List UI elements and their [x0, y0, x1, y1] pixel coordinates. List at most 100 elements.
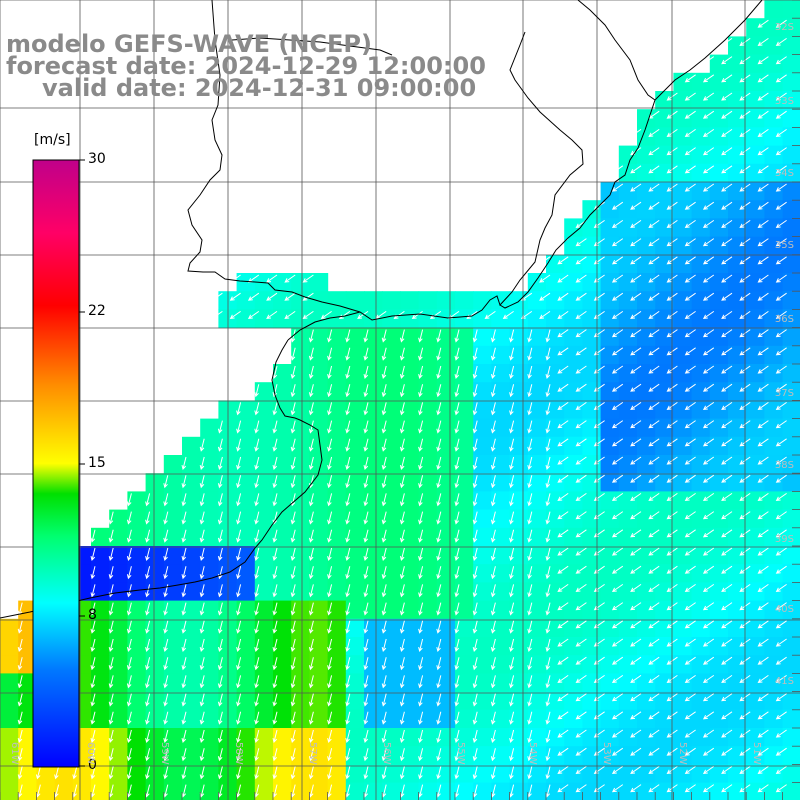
- wind-cell: [145, 764, 165, 784]
- wind-arrow: [702, 128, 715, 137]
- wind-cell: [418, 436, 438, 456]
- wind-arrow: [163, 566, 169, 580]
- wind-cell: [400, 455, 420, 474]
- wind-cell: [655, 655, 674, 674]
- wind-arrow: [630, 529, 642, 538]
- wind-arrow: [490, 729, 496, 744]
- wind-cell: [91, 546, 110, 565]
- wind-cell: [473, 600, 492, 620]
- wind-cell: [473, 309, 492, 329]
- wind-cell: [327, 618, 347, 638]
- wind-arrow: [418, 420, 424, 434]
- wind-cell: [327, 637, 347, 656]
- wind-arrow: [454, 329, 460, 343]
- wind-cell: [291, 309, 310, 329]
- wind-arrow: [472, 402, 478, 416]
- wind-arrow: [363, 693, 369, 707]
- wind-cell: [455, 564, 474, 583]
- wind-cell: [254, 782, 274, 800]
- wind-cell: [527, 782, 547, 800]
- wind-cell: [618, 637, 638, 656]
- wind-arrow: [630, 620, 642, 629]
- wind-arrow: [399, 547, 405, 562]
- wind-cell: [291, 527, 310, 547]
- lat-label: 35S: [774, 240, 794, 251]
- wind-cell: [709, 400, 729, 420]
- wind-arrow: [236, 402, 242, 416]
- wind-cell: [473, 527, 492, 547]
- wind-arrow: [302, 274, 314, 283]
- wind-cell: [273, 782, 292, 800]
- wind-cell: [345, 673, 365, 693]
- wind-arrow: [575, 274, 587, 283]
- wind-arrow: [254, 711, 260, 725]
- lon-label: 52W: [677, 742, 688, 765]
- wind-arrow: [702, 292, 715, 301]
- wind-cell: [400, 473, 420, 492]
- wind-cell: [655, 637, 674, 656]
- wind-cell: [455, 527, 474, 547]
- wind-cell: [728, 418, 747, 438]
- wind-cell: [600, 691, 620, 711]
- wind-arrow: [666, 347, 678, 356]
- wind-arrow: [502, 310, 514, 319]
- wind-arrow: [290, 384, 296, 398]
- wind-arrow: [611, 365, 624, 374]
- wind-cell: [309, 600, 329, 620]
- wind-cell: [691, 200, 711, 219]
- wind-cell: [637, 345, 656, 365]
- wind-cell: [728, 673, 747, 693]
- wind-cell: [764, 345, 784, 365]
- wind-cell: [746, 691, 765, 711]
- wind-cell: [345, 418, 365, 438]
- wind-cell: [655, 109, 674, 128]
- wind-arrow: [199, 456, 205, 471]
- wind-arrow: [490, 475, 496, 489]
- wind-arrow: [399, 602, 405, 616]
- wind-arrow: [266, 292, 278, 301]
- wind-arrow: [630, 383, 642, 392]
- wind-arrow: [284, 310, 296, 319]
- wind-cell: [655, 782, 674, 800]
- wind-cell: [582, 655, 602, 674]
- wind-arrow: [236, 675, 242, 689]
- wind-cell: [200, 600, 219, 620]
- wind-cell: [764, 746, 784, 765]
- wind-cell: [709, 182, 729, 201]
- wind-arrow: [557, 310, 569, 319]
- wind-arrow: [611, 347, 624, 356]
- wind-cell: [400, 709, 420, 729]
- wind-cell: [782, 600, 800, 620]
- lon-label: 56W: [381, 742, 392, 765]
- wind-cell: [418, 564, 438, 583]
- wind-cell: [364, 382, 383, 401]
- wind-arrow: [345, 657, 351, 671]
- wind-arrow: [757, 602, 769, 611]
- wind-cell: [163, 455, 183, 474]
- wind-arrow: [527, 384, 533, 398]
- wind-arrow: [721, 565, 733, 574]
- wind-cell: [582, 527, 602, 547]
- wind-cell: [618, 728, 638, 747]
- wind-cell: [782, 327, 800, 347]
- wind-arrow: [236, 566, 242, 580]
- wind-cell: [364, 527, 383, 547]
- wind-cell: [527, 273, 547, 292]
- wind-arrow: [509, 620, 515, 634]
- wind-cell: [746, 291, 765, 310]
- wind-arrow: [666, 401, 678, 410]
- wind-cell: [709, 600, 729, 620]
- wind-arrow: [575, 747, 587, 756]
- wind-cell: [18, 655, 37, 674]
- wind-arrow: [90, 620, 96, 634]
- wind-cell: [527, 746, 547, 765]
- wind-arrow: [527, 711, 533, 725]
- wind-arrow: [684, 711, 696, 720]
- wind-arrow: [684, 602, 696, 611]
- wind-arrow: [630, 784, 642, 793]
- wind-cell: [291, 782, 310, 800]
- wind-cell: [691, 291, 711, 310]
- wind-cell: [473, 491, 492, 511]
- wind-cell: [345, 509, 365, 529]
- wind-cell: [618, 182, 638, 201]
